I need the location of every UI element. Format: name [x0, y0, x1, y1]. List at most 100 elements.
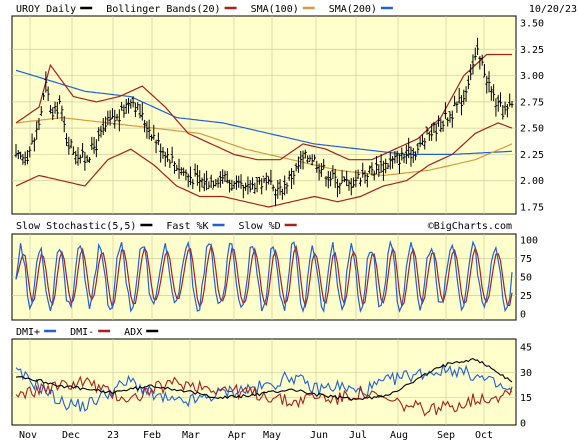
y-tick-label: 2.50 [520, 124, 544, 135]
ohlc-bar [345, 170, 349, 187]
ohlc-bar [489, 86, 493, 101]
ohlc-bar [198, 170, 202, 192]
ohlc-bar [113, 109, 117, 129]
x-tick-label: Oct [475, 430, 493, 441]
ohlc-bar [129, 99, 133, 109]
x-tick-label: May [263, 430, 281, 441]
ohlc-bar [216, 177, 220, 188]
y-tick-label: 50 [520, 273, 532, 284]
ohlc-bar [253, 182, 257, 194]
dmi-plus-line [15, 363, 513, 412]
ohlc-bar [315, 160, 319, 173]
y-tick-label: 30 [520, 368, 532, 379]
ohlc-bar [207, 181, 211, 190]
ohlc-bar [19, 151, 23, 160]
y-tick-label: 0 [520, 419, 526, 430]
ohlc-bar [37, 117, 41, 131]
y-tick-label: 25 [520, 291, 532, 302]
ohlc-bar [400, 147, 404, 161]
ohlc-bar [430, 123, 434, 141]
ohlc-bar [117, 109, 121, 132]
ohlc-bar [308, 155, 312, 163]
ohlc-bar [228, 179, 232, 193]
ohlc-bar [354, 170, 358, 188]
x-tick-label: Jun [310, 430, 328, 441]
ohlc-bar [35, 121, 39, 140]
ohlc-bar [223, 170, 227, 183]
bollinger-upper-line [15, 53, 512, 161]
ohlc-bar [439, 118, 443, 133]
x-tick-label: Sep [437, 430, 455, 441]
y-tick-label: 0 [520, 310, 526, 321]
stochastic-panel-title: Slow Stochastic(5,5) Fast %K Slow %D [16, 221, 297, 232]
ohlc-bar [455, 101, 459, 113]
ohlc-bar [457, 87, 461, 104]
ohlc-bar [418, 136, 422, 148]
price-panel: UROY Daily Bollinger Bands(20) SMA(100) SMA… [11, 4, 577, 215]
ohlc-bar [264, 172, 268, 191]
ohlc-bar [87, 156, 91, 163]
ohlc-bar [67, 136, 71, 155]
ohlc-bar [324, 176, 328, 187]
ohlc-bar [322, 159, 326, 170]
dmi-panel: DMI+ DMI- ADX 45 30 15 0 [11, 327, 532, 430]
ohlc-bar [200, 177, 204, 188]
ohlc-bar [65, 133, 69, 146]
ohlc-bar [505, 104, 509, 118]
ohlc-bar [267, 175, 271, 185]
ohlc-bar [427, 131, 431, 141]
ohlc-bar [487, 71, 491, 93]
ohlc-bar [459, 95, 463, 116]
ohlc-bar [221, 169, 225, 184]
ohlc-bar [58, 95, 62, 105]
ohlc-bar [21, 154, 25, 165]
ohlc-bar [262, 175, 266, 184]
ohlc-bar [414, 151, 418, 161]
price-panel-title: UROY Daily Bollinger Bands(20) SMA(100) SMA… [16, 4, 393, 15]
ohlc-bar [299, 150, 303, 170]
ohlc-bar [147, 119, 151, 140]
ohlc-bar [120, 101, 124, 111]
price-series [14, 37, 514, 208]
ohlc-bar [92, 136, 96, 154]
ohlc-bar [104, 116, 108, 132]
ohlc-bar [251, 177, 255, 190]
ohlc-bar [23, 151, 27, 166]
legend-label: SMA(200) [329, 4, 377, 15]
ohlc-bar [110, 108, 114, 119]
ohlc-bar [480, 54, 484, 66]
ohlc-bar [466, 75, 470, 90]
ohlc-bar [333, 168, 337, 189]
ohlc-bar [499, 92, 503, 107]
ohlc-bar [191, 178, 195, 190]
stochastic-series [15, 239, 513, 314]
ohlc-bar [416, 142, 420, 154]
ohlc-bar [230, 179, 234, 191]
ohlc-bar [85, 155, 89, 163]
ohlc-bar [365, 173, 369, 188]
y-tick-label: 3.00 [520, 71, 544, 82]
ohlc-bar [407, 137, 411, 159]
x-axis-labels: Nov Dec 23 Feb Mar Apr May Jun Jul Aug Sep Oct [19, 430, 493, 441]
legend-label: DMI+ [16, 327, 40, 338]
ohlc-bar [492, 84, 496, 102]
ohlc-bar [69, 138, 73, 149]
dmi-plot-area [11, 338, 517, 426]
y-tick-label: 1.75 [520, 203, 544, 214]
ohlc-bar [46, 86, 50, 101]
ohlc-bar [356, 169, 360, 179]
ohlc-bar [127, 97, 131, 114]
ohlc-bar [363, 170, 367, 184]
ohlc-bar [420, 134, 424, 146]
ohlc-bar [411, 147, 415, 163]
ohlc-bar [189, 166, 193, 186]
ohlc-bar [218, 171, 222, 188]
ohlc-bar [473, 47, 477, 61]
ohlc-bar [239, 174, 243, 189]
ohlc-bar [154, 139, 158, 154]
ohlc-bar [51, 107, 55, 121]
ohlc-bar [78, 154, 82, 164]
ohlc-bar [255, 176, 259, 193]
ohlc-bar [388, 152, 392, 170]
